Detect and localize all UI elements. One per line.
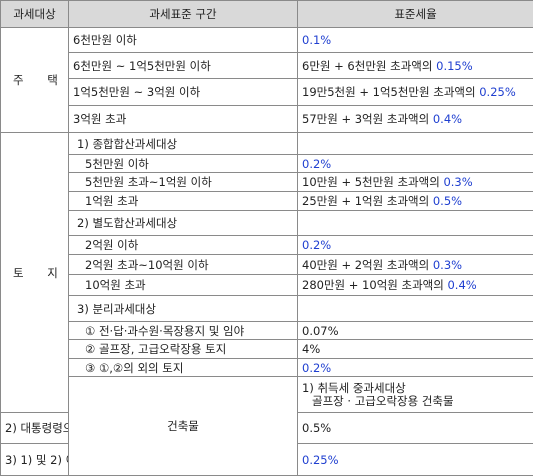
rate-cell: 6만원 + 6천만원 초과액의 0.15% <box>297 52 533 79</box>
table-row: 건축물 1) 취득세 중과세대상 골프장 · 고급오락장용 건축물 4% <box>1 376 533 476</box>
rate-prefix: 40만원 + 2억원 초과액의 <box>302 257 433 272</box>
rate-cell-empty <box>297 132 533 155</box>
table-row: 10억원 초과 280만원 + 10억원 초과액의 0.4% <box>1 273 533 297</box>
rate-value: 0.4% <box>432 111 463 126</box>
table-row: 6천만원 ~ 1억5천만원 이하 6만원 + 6천만원 초과액의 0.15% <box>1 52 533 79</box>
table-row: 주 택 6천만원 이하 0.1% <box>0 26 533 134</box>
range-cell: ② 골프장, 고급오락장용 토지 <box>68 339 298 359</box>
range-cell: 10억원 초과 <box>68 273 298 297</box>
rate-cell: 10만원 + 5천만원 초과액의 0.3% <box>297 172 533 192</box>
category-land: 토 지 <box>0 132 69 414</box>
range-cell: 1억원 초과 <box>68 190 298 212</box>
rate-prefix: 57만원 + 3억원 초과액의 <box>302 111 433 126</box>
table-row: 2억원 초과~10억원 이하 40만원 + 2억원 초과액의 0.3% <box>1 254 533 275</box>
range-line: 골프장 · 고급오락장용 건축물 <box>312 393 454 408</box>
range-cell: 5천만원 이하 <box>68 153 298 174</box>
range-cell: 2억원 이하 <box>68 234 298 256</box>
rate-value: 0.2% <box>302 156 332 171</box>
table-row: 5천만원 이하 0.2% <box>1 153 533 174</box>
rate-cell: 57만원 + 3억원 초과액의 0.4% <box>297 104 533 134</box>
table-row: ① 전·답·과수원·목장용지 및 임야 0.07% <box>1 320 533 341</box>
rate-value: 0.1% <box>302 32 332 47</box>
subgroup-heading: 2) 별도합산과세대상 <box>68 210 298 236</box>
header-rate: 표준세율 <box>297 0 533 28</box>
rate-value: 0.15% <box>436 58 473 73</box>
table-row: 3억원 초과 57만원 + 3억원 초과액의 0.4% <box>1 104 533 134</box>
table-row: 3) 분리과세대상 <box>1 295 533 322</box>
range-cell: 1) 취득세 중과세대상 골프장 · 고급오락장용 건축물 <box>297 376 533 414</box>
rate-cell: 0.2% <box>297 153 533 174</box>
table-row: 토 지 1) 종합합산과세대상 <box>0 132 533 414</box>
rate-cell: 40만원 + 2억원 초과액의 0.3% <box>297 254 533 275</box>
rate-prefix: 25만원 + 1억원 초과액의 <box>302 193 433 208</box>
range-cell: 6천만원 이하 <box>68 26 298 54</box>
rate-value: 0.3% <box>432 257 463 272</box>
table-row: 5천만원 초과~1억원 이하 10만원 + 5천만원 초과액의 0.3% <box>1 172 533 192</box>
range-cell: 6천만원 ~ 1억5천만원 이하 <box>68 52 298 79</box>
rate-cell: 280만원 + 10억원 초과액의 0.4% <box>297 273 533 297</box>
table-row: 3) 1) 및 2) 이외의 건축물 0.25% <box>0 443 533 476</box>
category-housing: 주 택 <box>0 26 69 134</box>
rate-prefix: 6만원 + 6천만원 초과액의 <box>302 58 437 73</box>
rate-cell: 0.25% <box>297 443 533 476</box>
table-row: 1억원 초과 25만원 + 1억원 초과액의 0.5% <box>1 190 533 212</box>
range-cell: 5천만원 초과~1억원 이하 <box>68 172 298 192</box>
header-row: 과세대상 과세표준 구간 표준세율 <box>0 0 533 28</box>
range-cell: 2) 대통령령으로 정하는 공장용 건축물 <box>0 412 69 445</box>
rate-prefix: 19만5천원 + 1억5천만원 초과액의 <box>302 84 480 99</box>
table-row: ② 골프장, 고급오락장용 토지 4% <box>1 339 533 359</box>
rate-value: 0.4% <box>447 278 477 293</box>
rate-cell: 25만원 + 1억원 초과액의 0.5% <box>297 190 533 212</box>
rate-cell: 0.5% <box>297 412 533 445</box>
range-cell: 2억원 초과~10억원 이하 <box>68 254 298 275</box>
table-row: 2) 별도합산과세대상 <box>1 210 533 236</box>
rate-cell: 0.2% <box>297 234 533 256</box>
rate-value: 0.2% <box>302 238 332 253</box>
rate-cell: 4% <box>297 339 533 359</box>
table-row: 1억5천만원 ~ 3억원 이하 19만5천원 + 1억5천만원 초과액의 0.2… <box>1 77 533 106</box>
subgroup-heading: 1) 종합합산과세대상 <box>68 132 298 155</box>
rate-cell: 0.2% <box>297 357 533 378</box>
header-range: 과세표준 구간 <box>68 0 298 28</box>
rate-value: 0.5% <box>432 193 463 208</box>
header-category: 과세대상 <box>0 0 69 28</box>
rate-prefix: 280만원 + 10억원 초과액의 <box>302 278 448 293</box>
range-cell: ① 전·답·과수원·목장용지 및 임야 <box>68 320 298 341</box>
range-cell: 1억5천만원 ~ 3억원 이하 <box>68 77 298 106</box>
rate-value: 0.3% <box>443 175 473 190</box>
rate-cell-empty <box>297 295 533 322</box>
rate-cell: 0.1% <box>297 26 533 54</box>
table-row: ③ ①,②의 외의 토지 0.2% <box>1 357 533 378</box>
rate-value: 0.25% <box>479 84 516 99</box>
rate-cell: 19만5천원 + 1억5천만원 초과액의 0.25% <box>297 77 533 106</box>
rate-cell-empty <box>297 210 533 236</box>
rate-cell: 0.07% <box>297 320 533 341</box>
range-cell: ③ ①,②의 외의 토지 <box>68 357 298 378</box>
subgroup-heading: 3) 분리과세대상 <box>68 295 298 322</box>
range-cell: 3억원 초과 <box>68 104 298 134</box>
range-cell: 3) 1) 및 2) 이외의 건축물 <box>0 443 69 476</box>
category-buildings: 건축물 <box>68 376 298 476</box>
rate-prefix: 10만원 + 5천만원 초과액의 <box>302 175 444 190</box>
range-line: 1) 취득세 중과세대상 <box>302 380 406 395</box>
table-row: 2억원 이하 0.2% <box>1 234 533 256</box>
table-row: 2) 대통령령으로 정하는 공장용 건축물 0.5% <box>0 412 533 445</box>
